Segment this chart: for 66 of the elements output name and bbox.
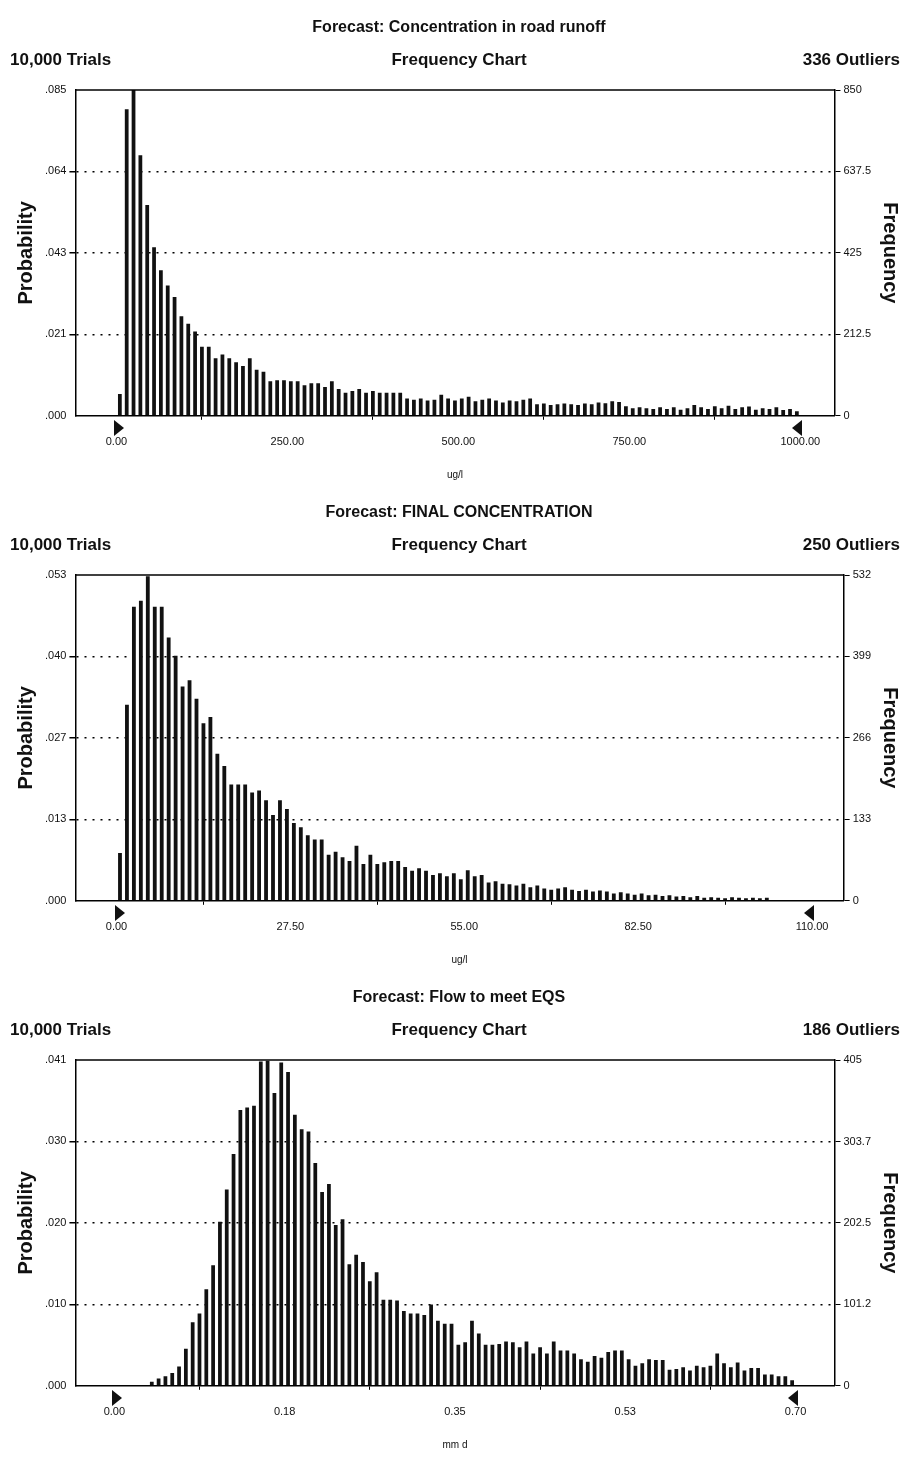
x-tick-label: 250.00 (270, 435, 305, 448)
y2-tick-label: 425 (843, 245, 862, 258)
y2-tick-label: 303.7 (843, 1134, 871, 1147)
x-tick-label: 0.00 (103, 1405, 126, 1418)
x-tick-label: 500.00 (441, 435, 476, 448)
y2-tick-label: 405 (843, 1053, 862, 1066)
y-tick-label: .010 (44, 1297, 67, 1310)
y2-tick-label: 0 (852, 893, 859, 906)
y-tick-label: .000 (44, 1378, 67, 1391)
chart-subtitle: Frequency Chart (391, 50, 527, 69)
x-axis-title: ug/l (446, 468, 463, 480)
x-tick-label: 27.50 (276, 920, 305, 933)
y2-tick-label: 101.2 (843, 1297, 871, 1310)
text: 10,000 Trials (10, 535, 112, 555)
y-tick-label: .043 (44, 245, 67, 258)
text: 186 Outliers (802, 1020, 900, 1040)
y2-tick-label: 0 (843, 408, 850, 421)
y-axis-title: Probability (13, 685, 36, 790)
y-tick-label: .013 (44, 812, 67, 825)
y2-tick-label: 850 (843, 83, 862, 96)
x-axis-title: mm d (442, 1438, 468, 1450)
x-tick-label: 0.00 (105, 435, 128, 448)
x-tick-label: 55.00 (450, 920, 479, 933)
y-axis-title: Probability (13, 200, 36, 305)
y-tick-label: .064 (44, 164, 67, 177)
chart-title: Forecast: Flow to meet EQS (351, 987, 567, 1007)
y-axis-title: Probability (13, 1170, 36, 1275)
y-tick-label: .040 (44, 649, 67, 662)
x-tick-label: 0.00 (105, 920, 128, 933)
chart-title: Forecast: Concentration in road runoff (311, 17, 607, 37)
y-tick-label: .041 (44, 1053, 67, 1066)
y2-tick-label: 0 (843, 1378, 850, 1391)
x-tick-label: 0.70 (784, 1405, 807, 1418)
y2-tick-label: 133 (852, 812, 872, 825)
x-tick-label: 82.50 (624, 920, 652, 933)
text: 10,000 Trials (10, 1020, 112, 1040)
x-tick-label: 110.00 (795, 920, 829, 933)
y2-axis-title: Frequency (880, 687, 903, 790)
y2-tick-label: 202.5 (843, 1215, 871, 1228)
y2-tick-label: 532 (852, 568, 872, 581)
x-tick-label: 1000.00 (780, 435, 821, 448)
x-tick-label: 0.18 (273, 1405, 296, 1418)
y-tick-label: .000 (44, 408, 67, 421)
y-tick-label: .000 (44, 893, 67, 906)
text: 250 Outliers (802, 535, 900, 555)
y-tick-label: .030 (44, 1134, 67, 1147)
x-tick-label: 750.00 (612, 435, 647, 448)
y2-tick-label: 212.5 (843, 327, 871, 340)
y-tick-label: .021 (44, 327, 67, 340)
y2-axis-title: Frequency (880, 202, 903, 305)
y2-axis-title: Frequency (880, 1172, 903, 1275)
text: 10,000 Trials (10, 50, 112, 70)
y-tick-label: .053 (44, 568, 67, 581)
x-axis-title: ug/l (451, 953, 468, 965)
y-tick-label: .027 (44, 730, 67, 743)
chart-title: Forecast: FINAL CONCENTRATION (324, 502, 594, 522)
y-tick-label: .020 (44, 1215, 67, 1228)
chart-subtitle: Frequency Chart (391, 1020, 527, 1039)
y2-tick-label: 399 (852, 649, 872, 662)
y-tick-label: .085 (44, 83, 67, 96)
text: 336 Outliers (802, 50, 900, 70)
x-tick-label: 0.35 (444, 1405, 466, 1418)
y2-tick-label: 637.5 (843, 164, 871, 177)
x-tick-label: 0.53 (614, 1405, 636, 1418)
y2-tick-label: 266 (852, 730, 872, 743)
chart-subtitle: Frequency Chart (391, 535, 527, 554)
